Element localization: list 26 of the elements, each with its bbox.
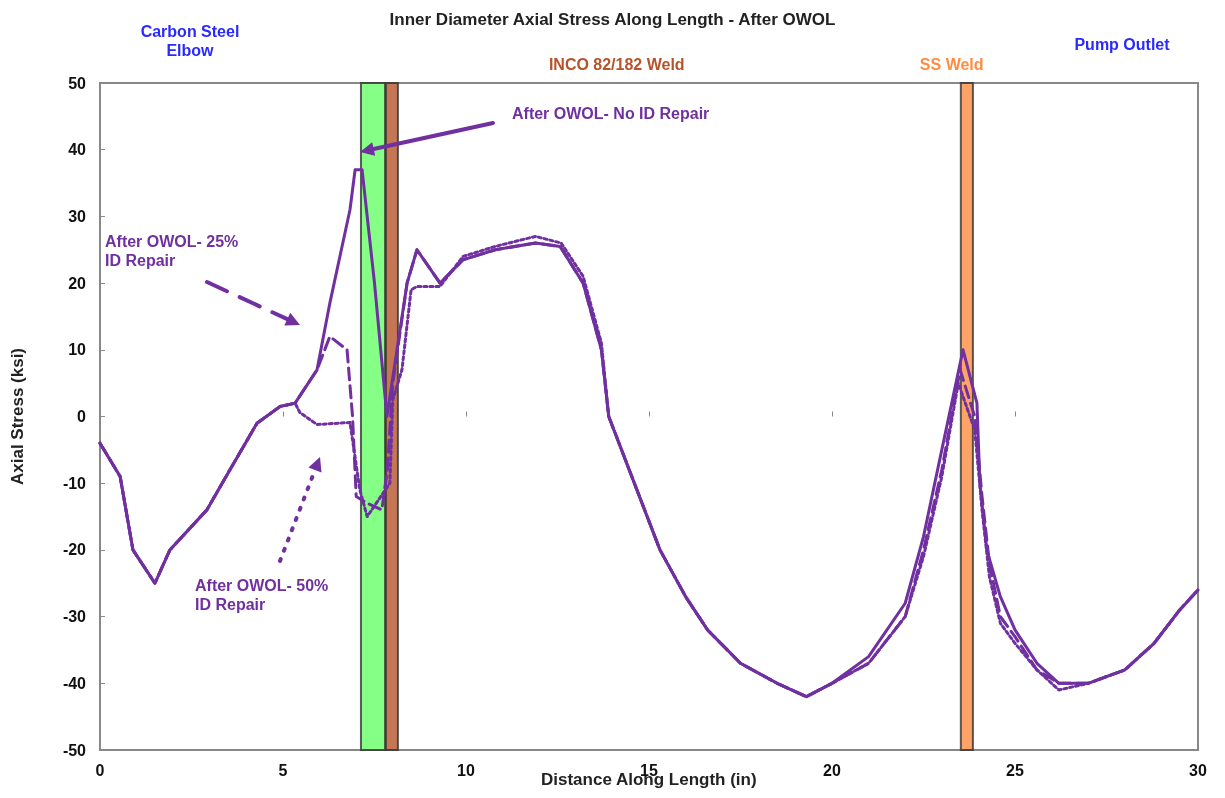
chart-title: Inner Diameter Axial Stress Along Length - After OWOL: [389, 10, 836, 29]
text: Carbon Steel Elbow: [139, 22, 241, 60]
annotation: After OWOL- No ID Repair: [512, 104, 711, 123]
y-tick-label: 20: [68, 274, 87, 292]
annotation: After OWOL- 25% ID Repair: [105, 232, 240, 270]
y-tick-label: -20: [62, 541, 87, 559]
y-tick-label: 50: [68, 74, 87, 92]
x-tick-label: 25: [1006, 761, 1024, 779]
x-tick-label: 30: [1189, 761, 1207, 779]
x-tick-label: 10: [457, 761, 475, 779]
band-label: INCO 82/182 Weld: [548, 55, 685, 74]
annotation: After OWOL- 50% ID Repair: [195, 576, 330, 614]
y-tick-label: -40: [62, 674, 87, 692]
band-label: SS Weld: [919, 55, 984, 74]
x-tick-label: 5: [278, 761, 288, 779]
y-tick-label: 30: [68, 207, 87, 225]
y-tick-label: -10: [62, 474, 87, 492]
y-axis-title: Axial Stress (ksi): [8, 347, 27, 486]
y-tick-label: -50: [62, 741, 87, 759]
y-tick-label: 0: [77, 408, 87, 425]
y-tick-label: 10: [68, 341, 87, 359]
x-tick-label: 0: [95, 761, 105, 779]
x-tick-label: 20: [823, 761, 841, 779]
y-tick-label: 40: [68, 141, 87, 159]
y-tick-label: -30: [62, 608, 87, 626]
text: Pump Outlet: [1073, 35, 1171, 54]
